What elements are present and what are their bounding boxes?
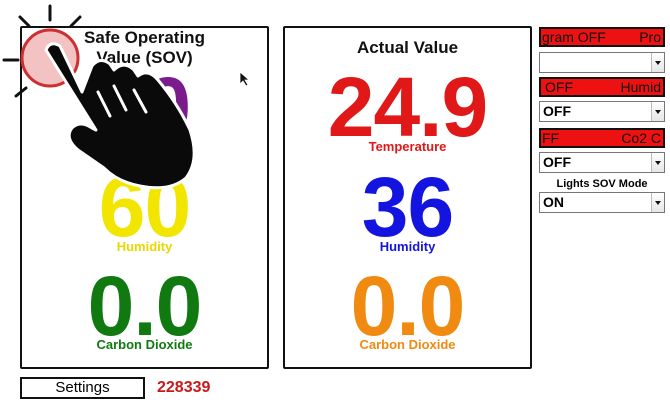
status-banner: OFF Humid <box>539 77 665 97</box>
dropdown-arrow <box>655 201 661 205</box>
reading-value: 0.0 <box>350 259 466 353</box>
banner-text: FF <box>542 130 560 146</box>
dropdown[interactable]: OFF <box>539 152 665 173</box>
banner-text: Co2 C <box>621 130 661 146</box>
sov-panel: Safe Operating Value (SOV) 70 Temperatur… <box>20 26 269 369</box>
panel-title: Safe Operating <box>84 28 205 47</box>
mode-label: Lights SOV Mode <box>556 178 648 190</box>
panel-title: Actual Value <box>356 38 459 57</box>
status-banner: gram OFF Pro <box>539 27 665 47</box>
reading-label: Temperature <box>105 139 184 154</box>
reading-label: Carbon Dioxide <box>96 337 193 352</box>
reading-label: Temperature <box>368 139 447 154</box>
dropdown-arrow <box>655 110 661 114</box>
banner-text: gram OFF <box>542 29 606 45</box>
status-banner: FF Co2 C <box>539 128 665 148</box>
banner-text: OFF <box>545 79 573 95</box>
dropdown[interactable]: ON <box>539 192 665 213</box>
reading-value: 24.9 <box>327 60 489 154</box>
banner-text: Pro <box>639 29 661 45</box>
reading-value: 0.0 <box>87 259 203 353</box>
dropdown-arrow <box>655 161 661 165</box>
reading-value: 60 <box>98 160 191 254</box>
dropdown[interactable] <box>539 52 665 73</box>
reading-label: Carbon Dioxide <box>359 337 456 352</box>
dropdown[interactable]: OFF <box>539 101 665 122</box>
settings-button[interactable]: Settings <box>20 377 145 399</box>
reading-label: Humidity <box>379 239 436 254</box>
banner-text: Humid <box>620 79 661 95</box>
actual-panel: Actual Value 24.9 Temperature 36 Humidit… <box>283 26 532 369</box>
status-code: 228339 <box>157 379 211 396</box>
reading-value: 36 <box>361 160 454 254</box>
reading-label: Humidity <box>116 239 173 254</box>
reading-value: 70 <box>98 60 191 154</box>
